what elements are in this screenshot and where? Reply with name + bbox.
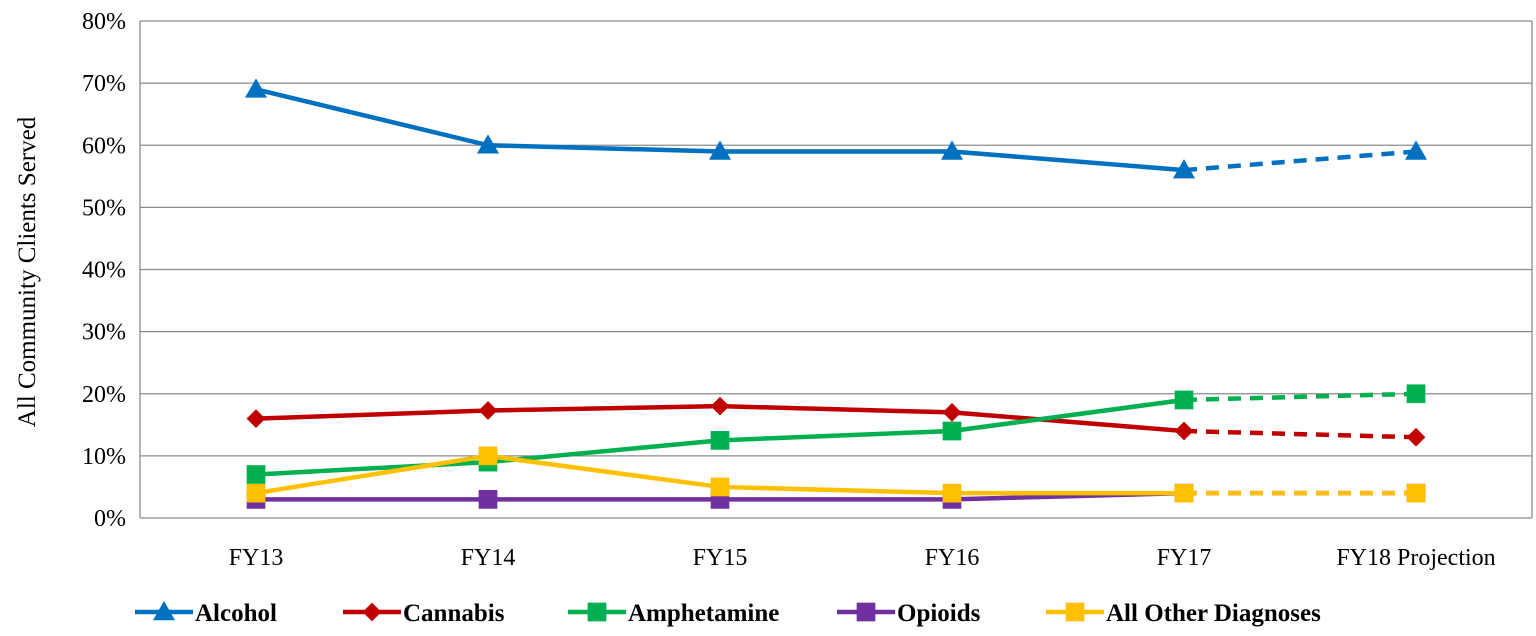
series-all-other-diagnoses (246, 446, 1426, 503)
legend-label: Amphetamine (628, 600, 779, 627)
y-tick-label: 40% (82, 258, 126, 284)
data-point-marker (710, 477, 730, 497)
data-point-marker (1173, 159, 1195, 179)
data-point-marker (856, 602, 876, 622)
data-point-marker (710, 430, 730, 450)
data-point-marker (710, 396, 730, 416)
series-cannabis (246, 396, 1426, 447)
series-group (245, 78, 1427, 509)
data-point-marker (1065, 602, 1085, 622)
legend: Alcohol Cannabis Amphetamine Opioids All Oth… (135, 600, 1321, 627)
data-point-marker (1405, 140, 1427, 160)
series-projection-line (1183, 391, 1417, 403)
x-tick-label: FY13 (229, 545, 284, 571)
legend-label: Alcohol (195, 600, 277, 627)
data-point-marker (941, 140, 963, 160)
data-point-marker (478, 401, 498, 420)
legend-item-amphetamine: Amphetamine (568, 600, 779, 627)
legend-item-alcohol: Alcohol (135, 600, 277, 627)
y-tick-label: 0% (94, 506, 126, 532)
data-point-marker (709, 140, 731, 160)
data-point-marker (362, 602, 382, 622)
data-point-marker (942, 421, 962, 441)
data-point-marker (1174, 483, 1194, 503)
y-tick-label: 20% (82, 382, 126, 408)
x-tick-label: FY15 (693, 545, 748, 571)
y-tick-label: 50% (82, 195, 126, 221)
data-point-marker (587, 602, 607, 622)
data-point-marker (1174, 421, 1194, 441)
x-tick-label: FY18 Projection (1336, 545, 1495, 571)
y-axis-ticks: 0% 10% 20% 30% 40% 50% 60% 70% 80% (82, 9, 126, 532)
data-point-marker (246, 483, 266, 503)
legend-label: Opioids (897, 600, 981, 627)
x-tick-label: FY16 (925, 545, 980, 571)
y-tick-label: 70% (82, 71, 126, 97)
gridlines (139, 20, 1533, 519)
data-point-marker (1406, 384, 1426, 404)
x-tick-label: FY14 (461, 545, 516, 571)
legend-item-all-other-diagnoses: All Other Diagnoses (1046, 600, 1321, 627)
legend-label: All Other Diagnoses (1106, 600, 1321, 627)
y-tick-label: 80% (82, 9, 126, 35)
data-point-marker (1406, 483, 1426, 503)
data-point-marker (245, 78, 267, 98)
y-tick-label: 10% (82, 444, 126, 470)
y-tick-label: 60% (82, 133, 126, 159)
data-point-marker (477, 134, 499, 154)
x-tick-label: FY17 (1157, 545, 1212, 571)
series-opioids (246, 483, 1426, 509)
x-axis-ticks: FY13 FY14 FY15 FY16 FY17 FY18 Projection (229, 545, 1496, 571)
legend-item-cannabis: Cannabis (343, 600, 505, 627)
series-amphetamine (246, 384, 1426, 484)
legend-item-opioids: Opioids (837, 600, 981, 627)
data-point-marker (1174, 390, 1194, 410)
legend-label: Cannabis (403, 600, 505, 627)
data-point-marker (246, 465, 266, 484)
data-point-marker (246, 409, 266, 428)
y-axis-label: All Community Clients Served (14, 116, 41, 427)
data-point-marker (478, 490, 498, 509)
data-point-marker (1406, 427, 1426, 447)
data-point-marker (942, 483, 962, 503)
data-point-marker (942, 403, 962, 422)
series-projection-line (1183, 149, 1417, 173)
data-point-marker (153, 601, 175, 621)
series-alcohol (245, 78, 1427, 179)
data-point-marker (478, 446, 498, 466)
series-projection-line (1183, 428, 1417, 440)
y-tick-label: 30% (82, 320, 126, 346)
